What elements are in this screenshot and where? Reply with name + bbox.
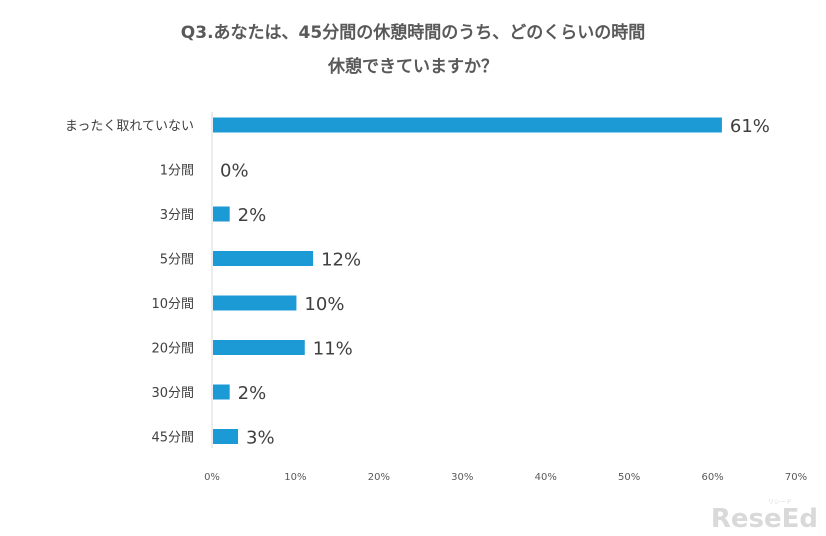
- x-tick-label: 50%: [618, 472, 640, 483]
- x-tick-label: 10%: [284, 472, 306, 483]
- value-label: 12%: [321, 250, 361, 271]
- chart-title-line-2: 休憩できていますか？: [328, 57, 498, 77]
- x-tick-label: 20%: [368, 472, 390, 483]
- bar: [213, 117, 722, 133]
- x-tick-label: 70%: [785, 472, 807, 483]
- bar: [213, 429, 239, 444]
- bar: [213, 251, 314, 266]
- category-label: 5分間: [160, 253, 194, 268]
- category-label: 30分間: [151, 386, 194, 401]
- value-label: 3%: [246, 428, 275, 449]
- x-tick-label: 0%: [204, 472, 220, 483]
- value-label: 61%: [730, 116, 770, 137]
- category-label: まったく取れていない: [65, 119, 194, 134]
- chart-title-line-1: Q3.あなたは、45分間の休憩時間のうち、どのくらいの時間: [180, 23, 646, 43]
- x-tick-label: 60%: [701, 472, 723, 483]
- value-label: 2%: [238, 205, 267, 226]
- x-tick-label: 30%: [451, 472, 473, 483]
- value-label: 2%: [238, 383, 267, 404]
- category-label: 45分間: [151, 431, 194, 446]
- category-label: 20分間: [151, 342, 194, 357]
- logo-subtext: リシード: [767, 499, 792, 506]
- bar: [213, 206, 230, 222]
- category-label: 1分間: [160, 164, 194, 179]
- value-label: 10%: [304, 294, 344, 315]
- value-label: 11%: [313, 339, 353, 360]
- bar: [213, 384, 230, 400]
- category-label: 3分間: [160, 208, 194, 223]
- bar: [213, 340, 305, 355]
- x-tick-label: 40%: [535, 472, 557, 483]
- value-label: 0%: [220, 161, 249, 182]
- category-label: 10分間: [151, 297, 194, 312]
- bar: [213, 295, 297, 311]
- resed-logo: ReseEd: [710, 504, 818, 534]
